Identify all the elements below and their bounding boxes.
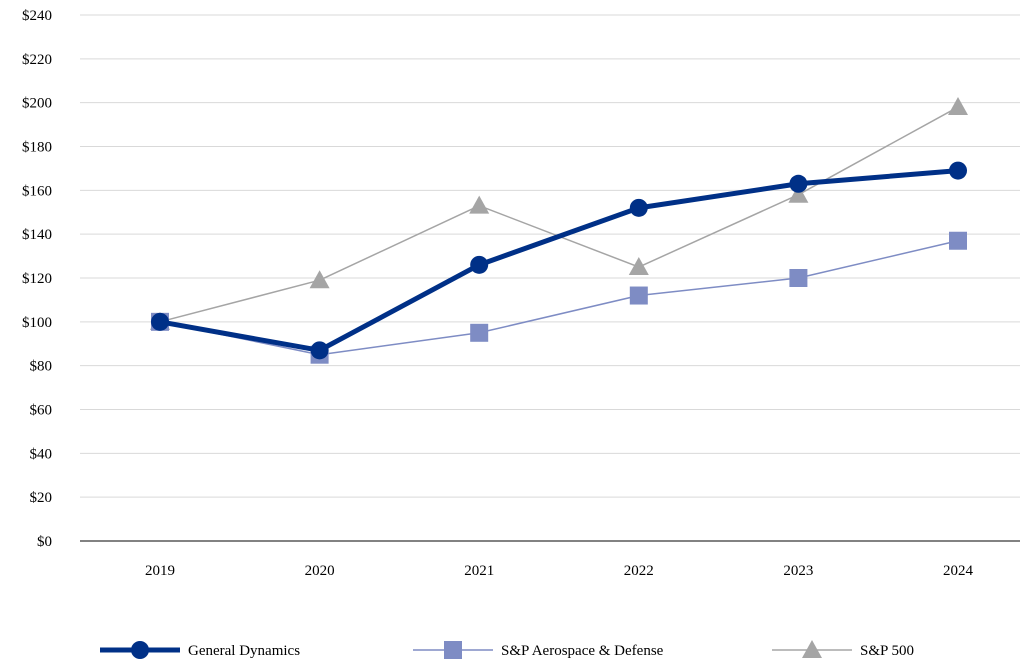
x-tick-label: 2021 (464, 563, 494, 579)
legend-swatch-marker (802, 640, 822, 658)
general-dynamics-marker (310, 341, 329, 360)
legend-item-sandp-aerospace-and-defense: S&P Aerospace & Defense (413, 641, 664, 659)
y-tick-label: $160 (22, 183, 52, 199)
sandp-aerospace-and-defense-marker (470, 323, 489, 342)
y-tick-label: $200 (22, 96, 52, 112)
general-dynamics-marker (789, 174, 808, 193)
y-tick-label: $220 (22, 52, 52, 68)
legend-swatch-marker (131, 641, 149, 659)
y-tick-label: $180 (22, 140, 52, 156)
y-tick-label: $80 (30, 359, 53, 375)
general-dynamics-marker (470, 255, 489, 274)
general-dynamics-marker (151, 312, 169, 331)
sandp-500-marker (788, 184, 809, 203)
sandp-500-line (159, 106, 959, 323)
x-tick-label: 2024 (943, 563, 974, 579)
legend: General Dynamics S&P Aerospace & Defense S… (100, 640, 914, 659)
sandp-500-marker (309, 270, 330, 289)
legend-item-sandp-500: S&P 500 (772, 640, 914, 659)
y-tick-label: $100 (22, 315, 52, 331)
x-axis-tick-labels: 2019 2020 2021 2022 2023 2024 (145, 563, 974, 579)
sandp-aerospace-and-defense-marker (789, 269, 808, 287)
general-dynamics-marker (629, 198, 648, 217)
y-axis-tick-labels: $0 $20 $40 $60 $80 $100 $120 $140 $160 $180 $200 $2… (22, 8, 52, 550)
sandp-500-marker (469, 195, 490, 214)
gridlines (80, 14, 1020, 498)
sandp-aerospace-and-defense-line (159, 240, 959, 356)
general-dynamics-series (151, 161, 967, 360)
series-layer (150, 97, 968, 364)
y-tick-label: $60 (30, 403, 53, 419)
y-tick-label: $240 (22, 8, 52, 24)
sandp-500-series (150, 97, 968, 330)
general-dynamics-line (159, 168, 959, 353)
y-tick-label: $120 (22, 271, 52, 287)
general-dynamics-marker (949, 161, 967, 180)
y-tick-label: $20 (30, 490, 53, 506)
sandp-500-marker (948, 97, 968, 116)
y-tick-label: $40 (30, 446, 53, 462)
legend-label: S&P Aerospace & Defense (501, 643, 664, 659)
y-tick-label: $140 (22, 227, 52, 243)
y-tick-label: $0 (37, 534, 52, 550)
sandp-aerospace-and-defense-marker (949, 231, 967, 250)
x-tick-label: 2023 (783, 563, 813, 579)
legend-label: General Dynamics (188, 643, 300, 659)
sandp-aerospace-and-defense-marker (629, 286, 648, 305)
x-tick-label: 2019 (145, 563, 175, 579)
x-tick-label: 2020 (305, 563, 335, 579)
legend-label: S&P 500 (860, 643, 914, 659)
legend-swatch-marker (444, 641, 462, 659)
x-tick-label: 2022 (624, 563, 654, 579)
legend-item-general-dynamics: General Dynamics (100, 641, 300, 659)
sandp-500-marker (628, 257, 649, 276)
